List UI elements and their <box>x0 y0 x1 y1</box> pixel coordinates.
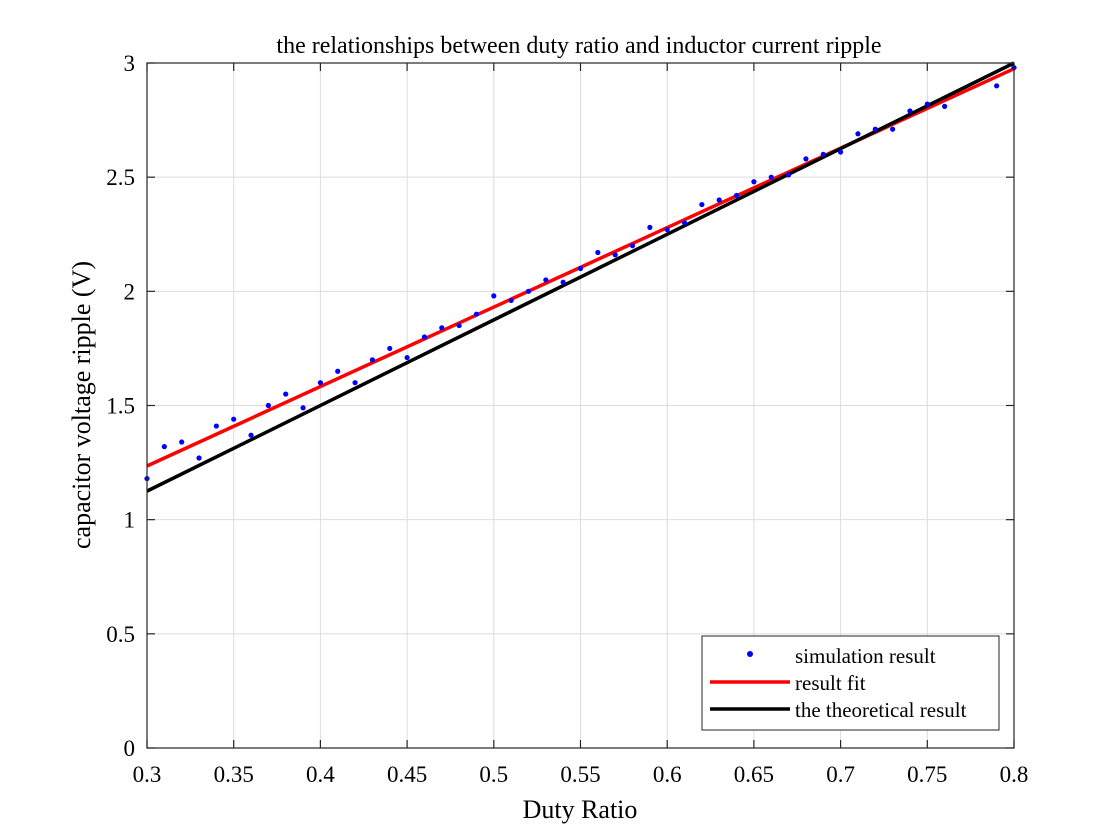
data-point <box>820 151 826 157</box>
data-point <box>942 103 948 109</box>
y-tick-label: 0.5 <box>106 622 135 647</box>
data-point <box>803 156 809 162</box>
data-point <box>248 432 254 438</box>
x-tick-label: 0.75 <box>907 762 947 787</box>
data-point <box>751 179 757 185</box>
y-tick-label: 3 <box>124 51 136 76</box>
data-point <box>525 288 532 294</box>
axes <box>146 62 1015 749</box>
x-tick-label: 0.6 <box>653 762 682 787</box>
legend-marker-simulation <box>747 651 753 657</box>
data-point <box>404 354 410 361</box>
data-point <box>543 277 549 283</box>
chart-title: the relationships between duty ratio and… <box>276 33 881 59</box>
data-point <box>716 197 722 203</box>
x-tick-label: 0.55 <box>560 762 600 787</box>
y-axis-label: capacitor voltage ripple (V) <box>67 261 96 549</box>
x-tick-label: 0.45 <box>387 762 427 787</box>
data-point <box>629 243 636 249</box>
legend-label-simulation: simulation result <box>795 644 936 668</box>
x-tick-label: 0.8 <box>1000 762 1029 787</box>
data-point <box>785 172 792 178</box>
x-axis-label: Duty Ratio <box>523 795 638 824</box>
data-point <box>456 322 462 329</box>
data-point <box>352 380 358 386</box>
x-tick-label: 0.7 <box>826 762 855 787</box>
data-point <box>699 201 705 208</box>
data-point <box>161 444 167 450</box>
data-point <box>647 224 653 230</box>
data-point <box>473 311 480 317</box>
data-point <box>196 455 202 461</box>
data-point <box>283 391 289 397</box>
y-tick-label: 2 <box>124 279 136 304</box>
data-point <box>595 249 601 256</box>
data-point <box>369 357 376 363</box>
y-tick-label: 1.5 <box>106 394 135 419</box>
data-point <box>491 293 497 299</box>
data-point <box>872 126 878 132</box>
data-point <box>317 380 323 386</box>
data-point <box>179 439 185 445</box>
data-point <box>335 368 341 374</box>
legend: simulation result result fit the theoret… <box>701 635 1000 731</box>
data-point <box>265 402 271 409</box>
x-tick-label: 0.5 <box>479 762 508 787</box>
x-tick-label: 0.65 <box>734 762 774 787</box>
y-tick-label: 2.5 <box>106 165 135 190</box>
data-point <box>924 101 930 107</box>
data-point <box>664 227 670 233</box>
y-tick-labels: 0 0.5 1 1.5 2 2.5 3 <box>106 51 135 761</box>
data-point <box>681 220 688 226</box>
data-point <box>421 334 428 340</box>
data-point <box>231 416 237 422</box>
data-point <box>439 325 445 331</box>
data-point <box>838 149 844 155</box>
x-tick-label: 0.4 <box>306 762 335 787</box>
x-tick-label: 0.3 <box>133 762 162 787</box>
x-tick-label: 0.35 <box>214 762 254 787</box>
data-point <box>907 108 913 114</box>
data-point <box>890 126 896 132</box>
x-tick-labels: 0.3 0.35 0.4 0.45 0.5 0.55 0.6 0.65 0.7 0.75 0.8 <box>133 762 1029 787</box>
legend-label-theoretical: the theoretical result <box>795 698 967 722</box>
data-point <box>577 265 584 272</box>
y-tick-label: 0 <box>124 736 136 761</box>
data-point <box>855 131 861 137</box>
data-point <box>733 192 740 199</box>
y-tick-label: 1 <box>124 508 136 533</box>
data-point <box>612 252 618 258</box>
data-point <box>508 297 514 304</box>
data-point <box>387 345 393 352</box>
data-point <box>560 279 566 285</box>
data-point <box>213 423 219 429</box>
series-line-2 <box>146 61 1015 493</box>
data-point <box>300 405 306 411</box>
plot-series <box>144 61 1017 493</box>
data-point <box>994 83 1000 89</box>
legend-label-fit: result fit <box>795 671 866 695</box>
data-point <box>768 174 774 180</box>
